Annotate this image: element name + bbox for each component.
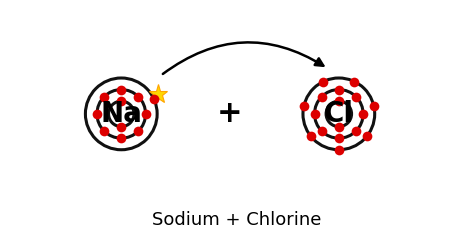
Text: Na: Na [100,100,142,128]
Text: +: + [217,99,243,128]
Text: Sodium + Chlorine: Sodium + Chlorine [152,211,322,229]
Text: Cl: Cl [324,100,354,128]
